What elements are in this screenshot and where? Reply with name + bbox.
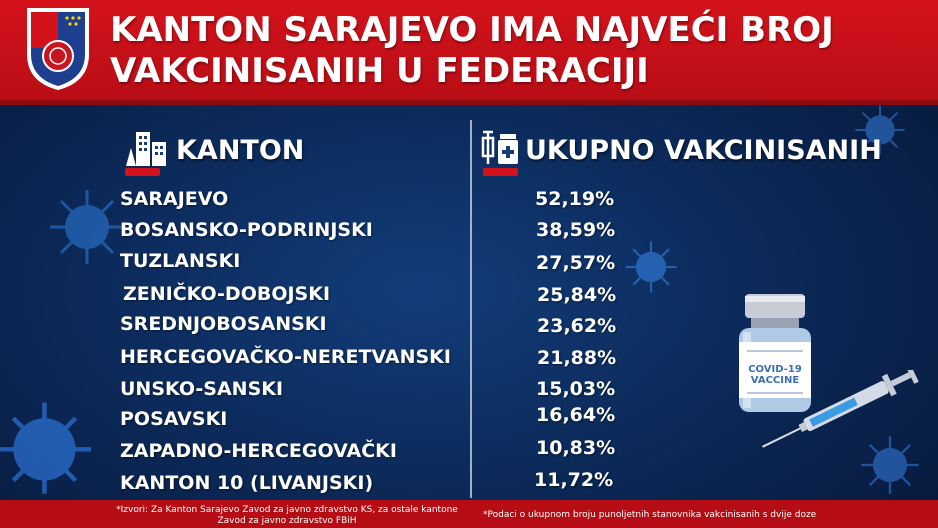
- row-kanton: ZENIČKO-DOBOJSKI: [123, 283, 331, 305]
- row-value: 10,83%: [536, 437, 616, 459]
- virus-icon: [861, 436, 919, 494]
- row-value: 23,62%: [537, 315, 617, 337]
- row-kanton: HERCEGOVAČKO-NERETVANSKI: [120, 346, 451, 368]
- page-title: KANTON SARAJEVO IMA NAJVEĆI BROJ VAKCINI…: [110, 10, 834, 92]
- title-line-2: VAKCINISANIH U FEDERACIJI: [110, 51, 649, 91]
- virus-icon: [0, 402, 92, 494]
- row-kanton: KANTON 10 (LIVANJSKI): [120, 472, 374, 494]
- virus-icon: [625, 241, 677, 293]
- row-value: 16,64%: [536, 404, 616, 426]
- row-kanton: SARAJEVO: [120, 188, 229, 210]
- row-kanton: BOSANSKO-PODRINJSKI: [120, 219, 373, 241]
- row-kanton: ZAPADNO-HERCEGOVAČKI: [120, 440, 397, 462]
- vaccine-label: COVID-19 VACCINE: [742, 364, 808, 386]
- row-value: 15,03%: [536, 378, 616, 400]
- virus-icon: [50, 190, 124, 264]
- syringe-vial-icon: [481, 130, 518, 164]
- row-kanton: UNSKO-SANSKI: [120, 378, 284, 400]
- city-buildings-icon: [126, 132, 166, 166]
- row-value: 11,72%: [534, 469, 614, 491]
- row-kanton: SREDNJOBOSANSKI: [120, 313, 327, 335]
- row-value: 38,59%: [536, 219, 616, 241]
- column-divider: [470, 120, 472, 498]
- sources-note: *Izvori: Za Kanton Sarajevo Zavod za jav…: [92, 505, 482, 527]
- vaccine-label-line-2: VACCINE: [750, 375, 800, 386]
- data-note: *Podaci o ukupnom broju punoljetnih stan…: [483, 510, 817, 520]
- sources-line-2: Zavod za javno zdravstvo FBiH: [217, 516, 357, 526]
- row-value: 21,88%: [537, 347, 617, 369]
- column-header-kanton: KANTON: [176, 135, 305, 166]
- header-divider: [0, 100, 938, 105]
- accent-bar: [125, 168, 160, 176]
- syringe-icon: [762, 370, 919, 448]
- title-line-1: KANTON SARAJEVO IMA NAJVEĆI BROJ: [110, 10, 834, 50]
- row-value: 25,84%: [537, 284, 617, 306]
- accent-bar: [483, 168, 518, 176]
- footer-bar: [0, 500, 938, 528]
- sources-line-1: *Izvori: Za Kanton Sarajevo Zavod za jav…: [116, 505, 458, 515]
- coat-of-arms-icon: [27, 8, 89, 90]
- header-banner: [0, 0, 938, 104]
- row-value: 52,19%: [535, 188, 615, 210]
- virus-icon: [855, 105, 905, 155]
- row-value: 27,57%: [536, 252, 616, 274]
- vaccine-label-line-1: COVID-19: [748, 364, 802, 375]
- vaccine-vial-icon: [739, 294, 811, 412]
- row-kanton: TUZLANSKI: [120, 250, 241, 272]
- column-header-ukupno: UKUPNO VAKCINISANIH: [525, 135, 882, 166]
- row-kanton: POSAVSKI: [120, 408, 228, 430]
